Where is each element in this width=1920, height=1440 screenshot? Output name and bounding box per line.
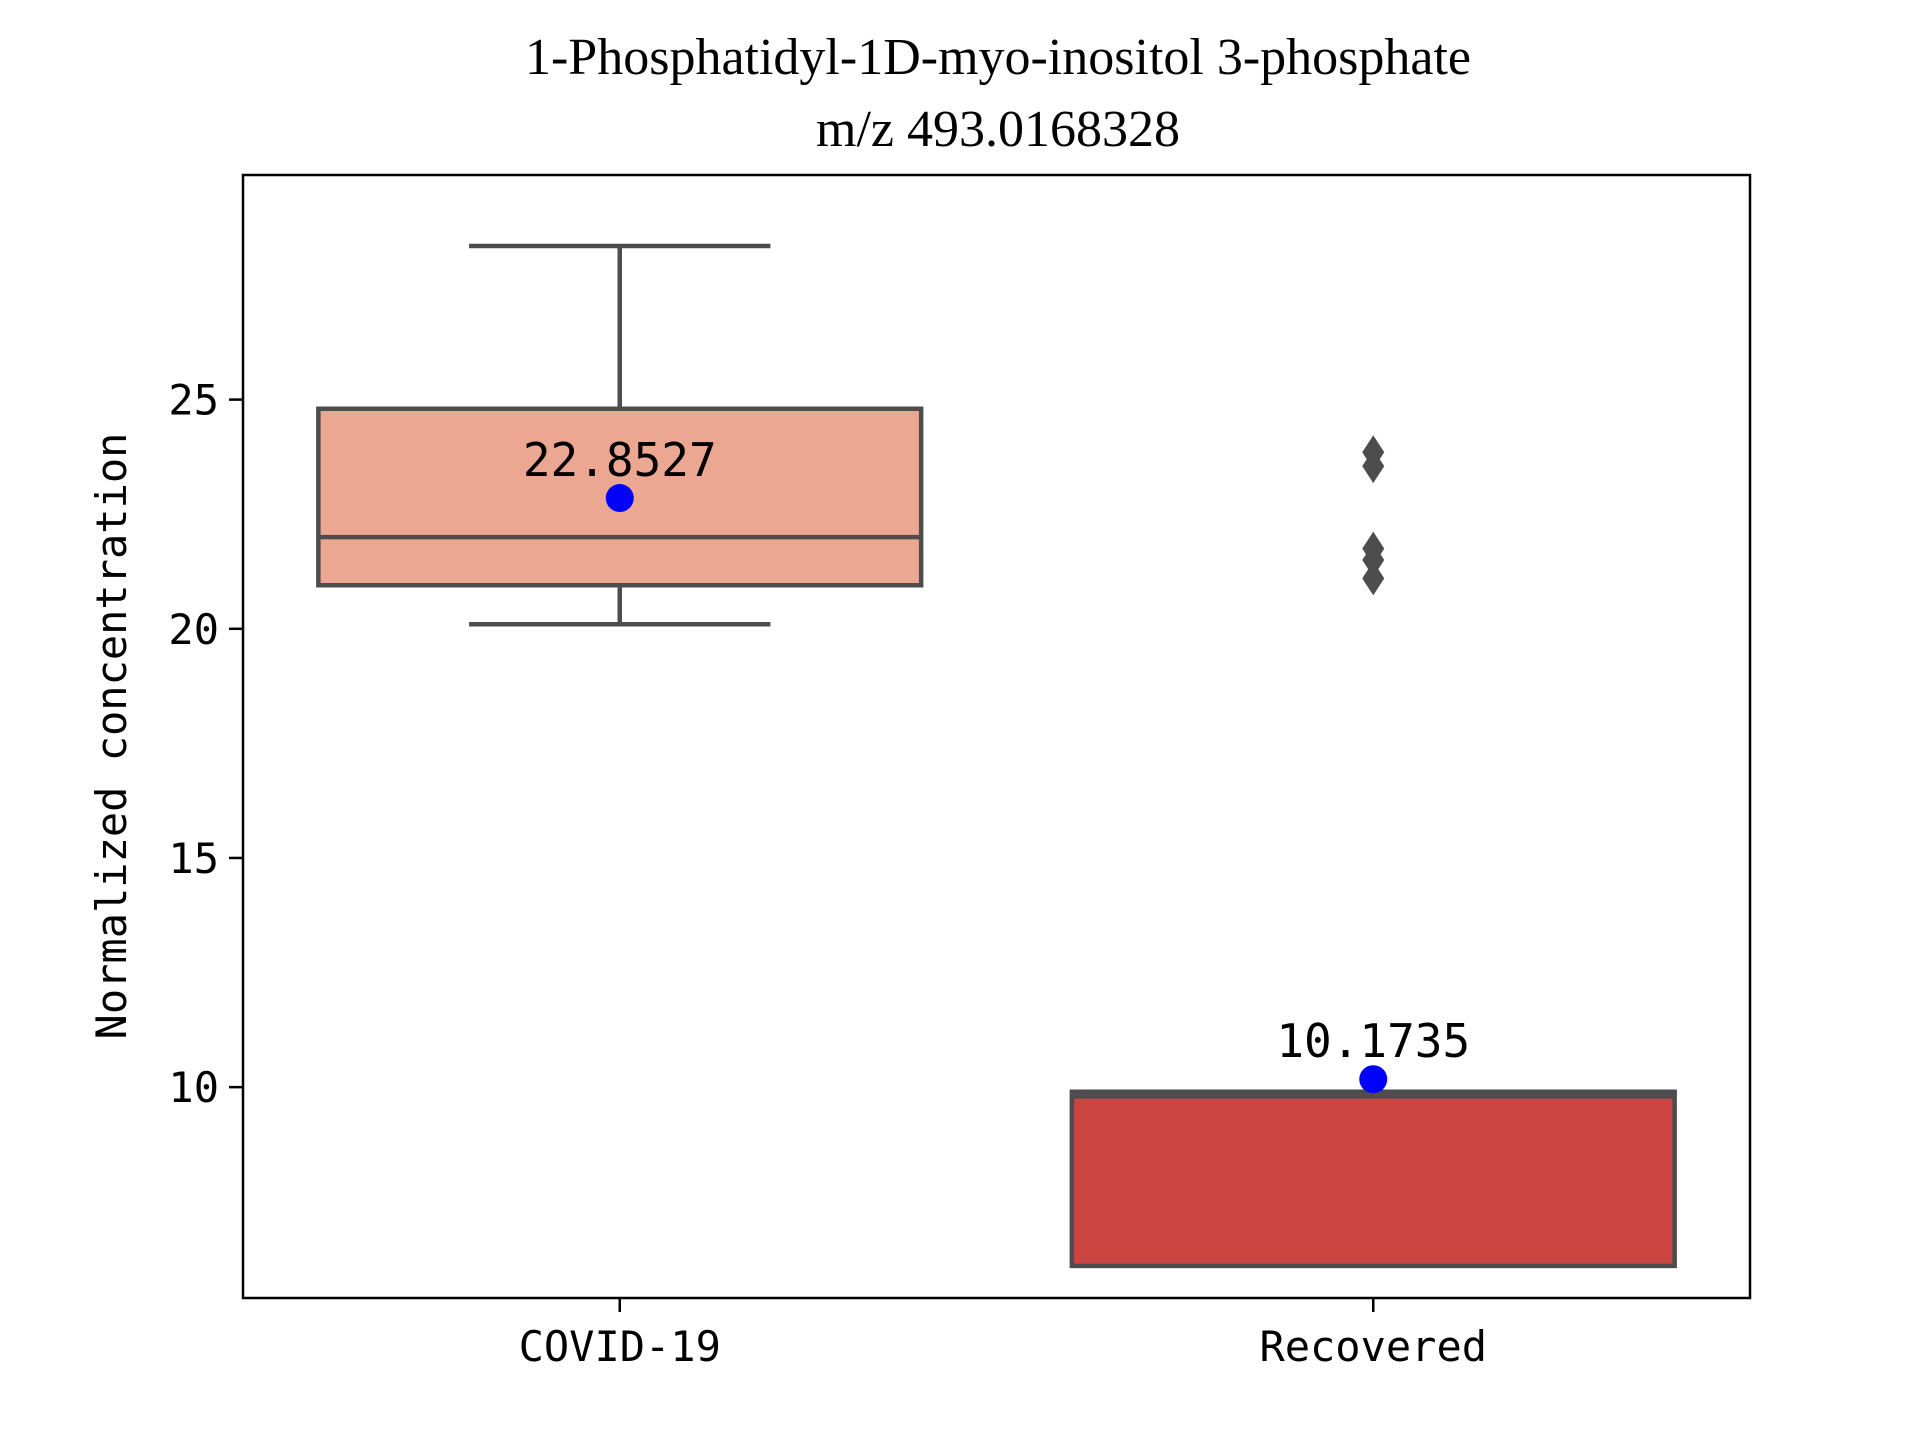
x-tick-label-covid-19: COVID-19 <box>519 1322 721 1371</box>
y-tick-label-25: 25 <box>168 376 219 425</box>
y-tick-label-10: 10 <box>168 1063 219 1112</box>
outlier-recovered-1 <box>1362 449 1385 484</box>
outlier-recovered-3 <box>1362 543 1385 578</box>
mean-marker-covid-19 <box>605 484 634 513</box>
y-axis-label: Normalized concentration <box>87 433 136 1040</box>
labels-layer: 22.8527 10.1735 <box>523 433 1470 1094</box>
boxes-layer <box>316 243 1677 1269</box>
mean-marker-recovered <box>1359 1065 1388 1094</box>
mean-label-recovered: 10.1735 <box>1276 1014 1470 1068</box>
outlier-recovered-4 <box>1362 561 1385 596</box>
chart-title-line1: 1-Phosphatidyl-1D-myo-inositol 3-phospha… <box>525 29 1471 86</box>
axes-layer: COVID-19 Recovered 10 15 20 25 <box>168 376 1487 1371</box>
box-group-recovered <box>1069 435 1677 1269</box>
chart-title-line2: m/z 493.0168328 <box>816 101 1180 158</box>
y-tick-label-15: 15 <box>168 834 219 883</box>
y-tick-label-20: 20 <box>168 605 219 654</box>
box-recovered <box>1069 1089 1677 1269</box>
x-tick-label-recovered: Recovered <box>1259 1322 1487 1371</box>
plot-frame <box>241 173 1752 1300</box>
mean-label-covid-19: 22.8527 <box>523 433 717 487</box>
